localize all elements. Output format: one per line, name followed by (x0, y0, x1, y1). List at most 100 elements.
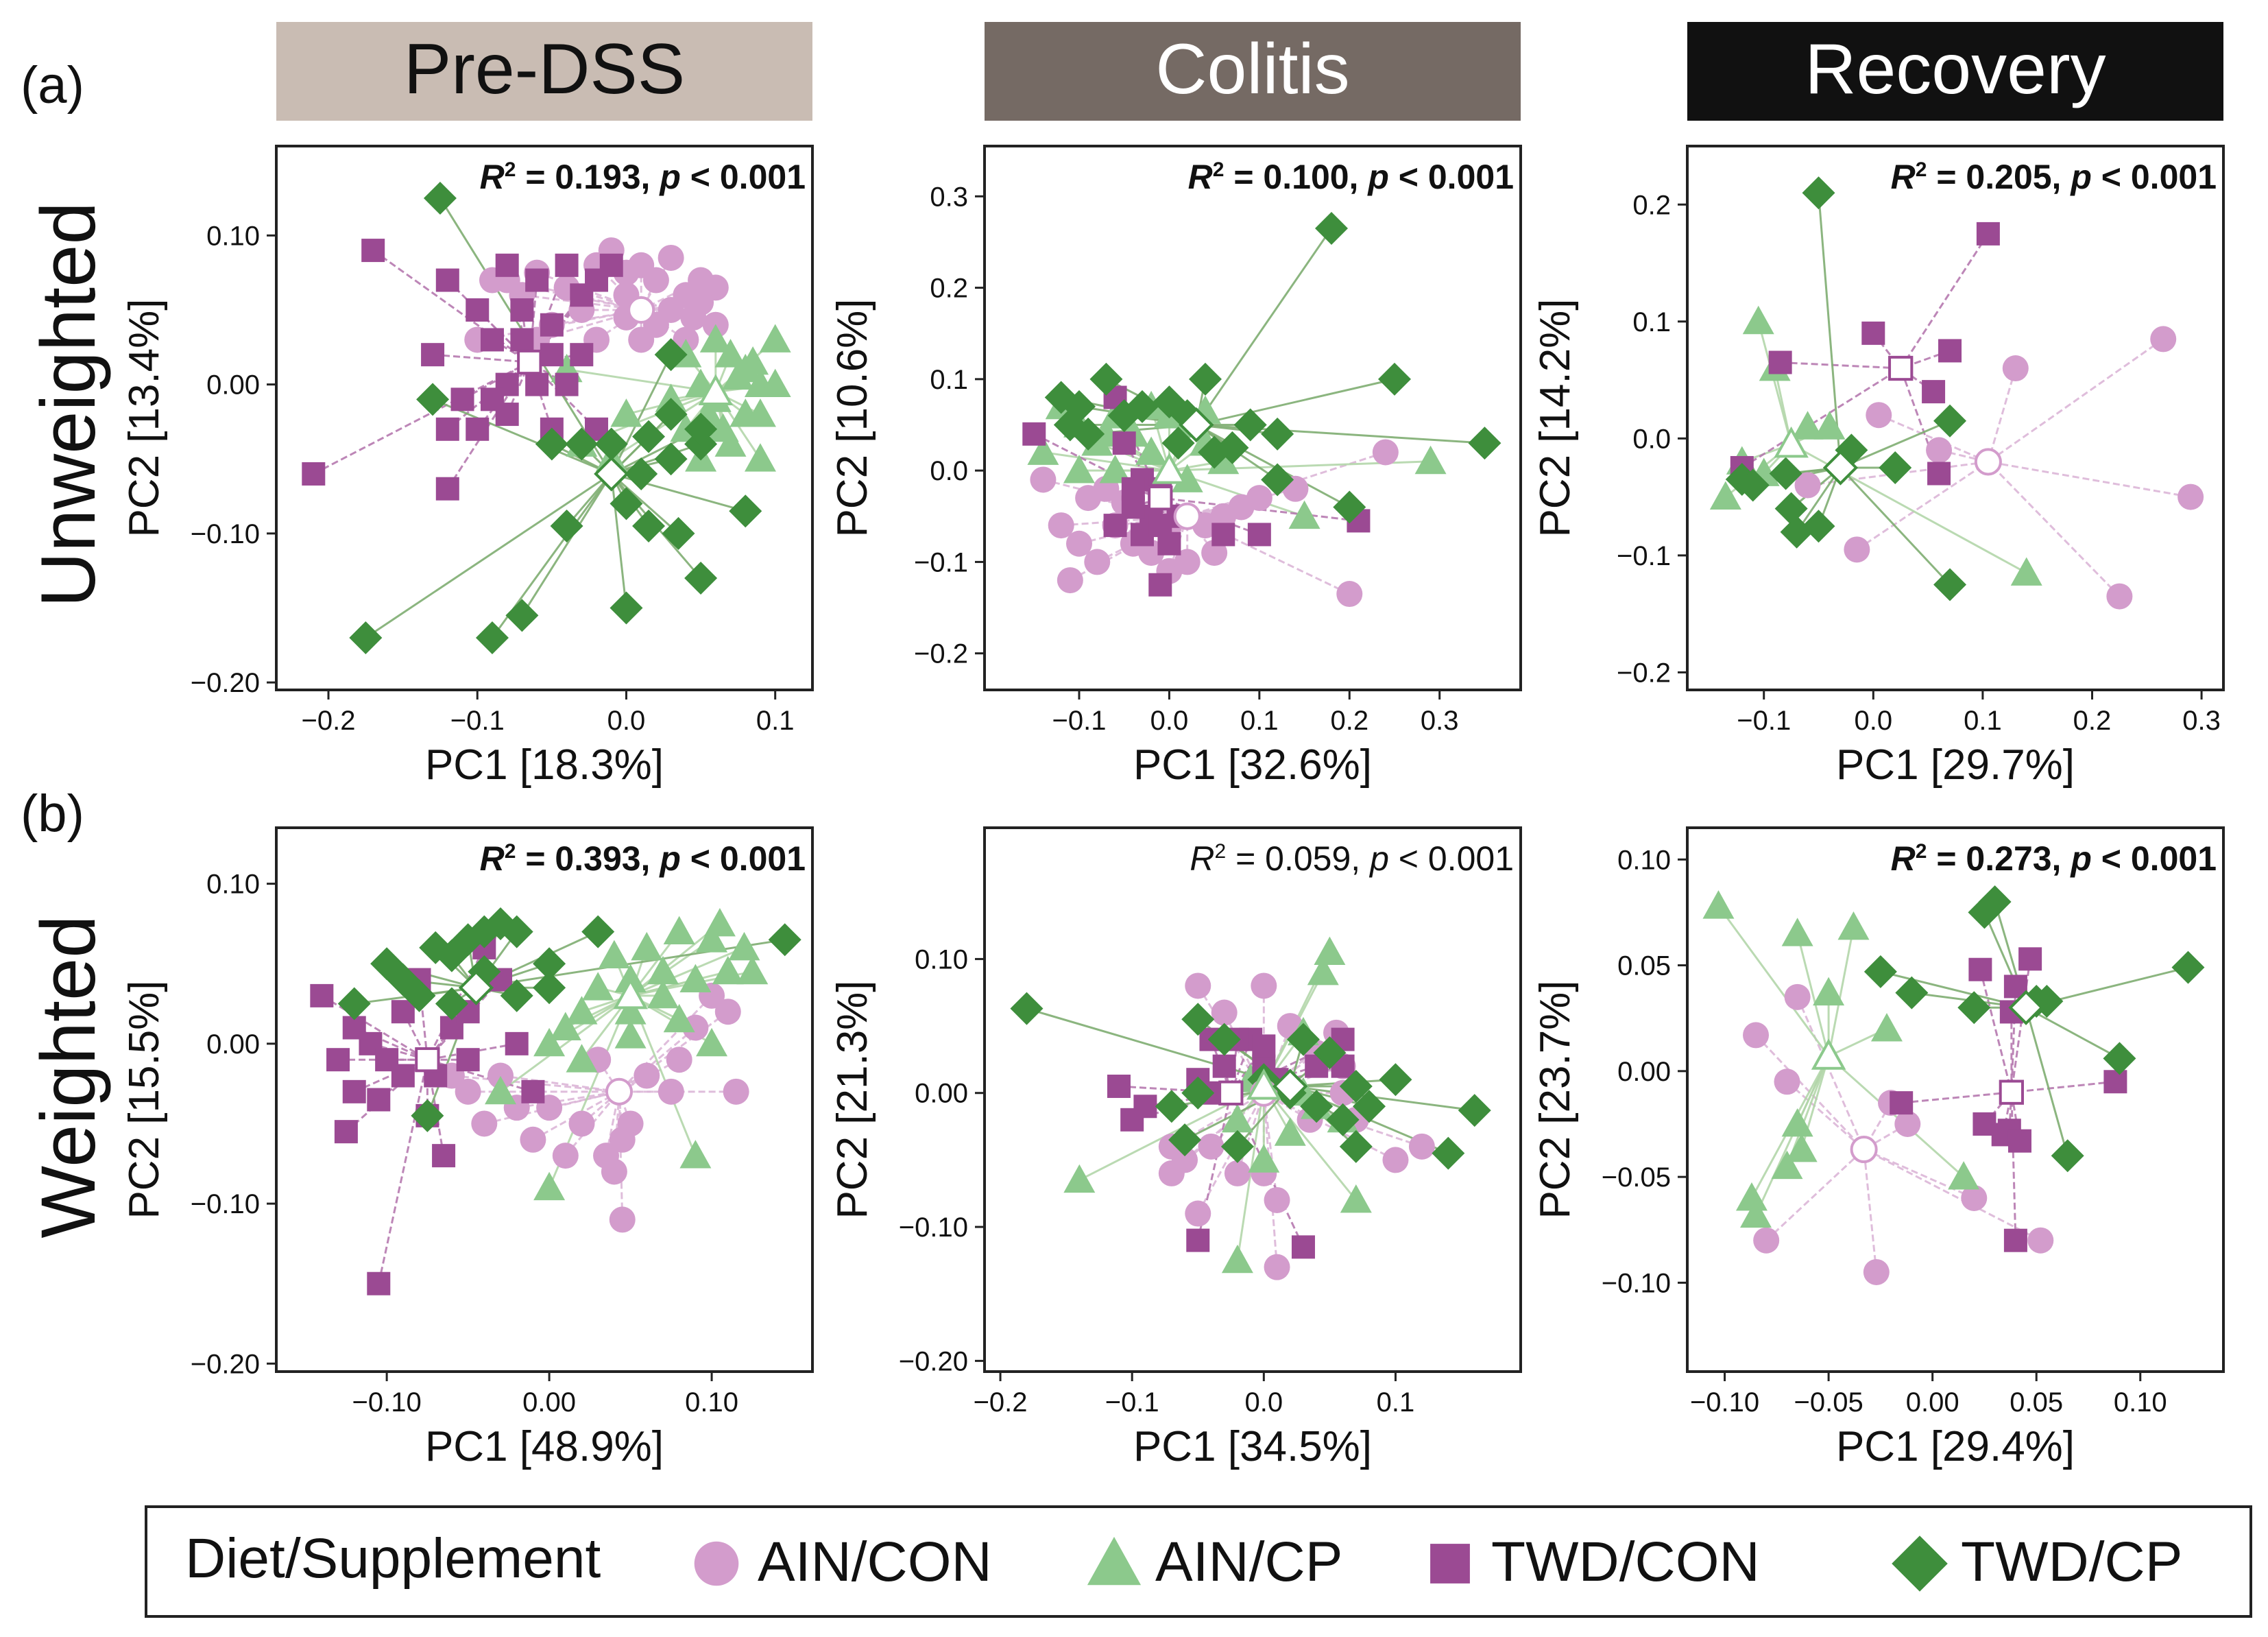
point-ain-cp (1414, 445, 1447, 475)
point-ain-con (658, 1078, 684, 1105)
centroid-twd-cp (1822, 450, 1859, 486)
centroid-twd-cp (1272, 1068, 1308, 1104)
y-tick-label: 0.0 (930, 456, 968, 486)
point-twd-cp (1957, 991, 1991, 1025)
x-tick-label: −0.1 (1052, 706, 1107, 736)
column-header-pre-dss: Pre-DSS (276, 22, 812, 121)
spider-line-ain-con (1765, 1148, 1865, 1241)
point-twd-cp (1353, 1090, 1386, 1123)
column-header-pre-dss-label: Pre-DSS (404, 29, 685, 109)
x-tick-label: −0.2 (302, 706, 356, 736)
point-twd-con (1022, 422, 1046, 446)
column-header-colitis: Colitis (985, 22, 1521, 121)
permanova-stat: R2 = 0.059, p < 0.001 (1190, 839, 1514, 878)
point-twd-con (525, 372, 549, 396)
point-twd-con (1103, 514, 1127, 538)
chart-unweighted-colitis: −0.1 0.0 0.1 0.2 0.3 −0.2 −0.1 0.0 0.1 0.2 0.3 PC1 … (829, 145, 1522, 789)
point-twd-cp (1233, 408, 1267, 442)
spider-line-twd-cp (610, 354, 672, 475)
y-tick-label: 0.0 (1632, 424, 1671, 454)
point-ain-cp (1288, 500, 1320, 529)
point-twd-cp (533, 971, 566, 1005)
point-twd-con (1976, 222, 2000, 246)
stat-r2-value: = 0.273, (1927, 839, 2071, 878)
y-axis-label: PC2 [14.2%] (1532, 298, 1579, 537)
spider-line-ain-con (1987, 368, 2017, 462)
point-ain-con (1372, 439, 1399, 466)
point-twd-con (421, 343, 445, 367)
centroid-ain-cp (1246, 1068, 1281, 1100)
spider-line-ain-con (1262, 1092, 1279, 1201)
point-ain-cp (582, 972, 614, 1001)
stat-p-symbol: p (2069, 158, 2092, 196)
point-twd-cp (1333, 490, 1366, 524)
point-ain-con (1382, 1147, 1409, 1173)
point-twd-con (1938, 339, 1962, 363)
point-twd-con (466, 417, 490, 441)
point-twd-cp (654, 338, 688, 372)
point-twd-cp (1326, 1103, 1360, 1136)
point-ain-con (658, 244, 684, 271)
centroid-ain-con (1850, 1135, 1878, 1164)
stat-r2-value: = 0.100, (1224, 158, 1368, 196)
point-twd-cp (1207, 1023, 1241, 1056)
point-ain-con (1057, 567, 1083, 594)
stat-r2-value: = 0.393, (516, 839, 660, 878)
point-ain-cp (614, 996, 647, 1025)
point-twd-cp (1010, 992, 1043, 1025)
point-twd-con (540, 313, 564, 337)
point-twd-con (1890, 1091, 1914, 1115)
chart-unweighted-recovery: −0.1 0.0 0.1 0.2 0.3 −0.2 −0.1 0.0 0.1 0.2 PC1 [29… (1532, 145, 2225, 789)
point-twd-con (555, 253, 579, 277)
spider-line-twd-con (1899, 368, 1940, 475)
point-twd-con (521, 1079, 545, 1103)
point-ain-cp (1785, 1134, 1818, 1162)
x-tick-label: 0.1 (1377, 1387, 1415, 1418)
point-ain-con (1185, 1200, 1211, 1227)
point-ain-cp (631, 931, 663, 961)
point-twd-cp (416, 383, 450, 416)
spider-line-ain-con (1786, 1081, 1865, 1151)
point-ain-con (1066, 530, 1092, 557)
legend-item-ain-cp: AIN/CP (1087, 1531, 1342, 1593)
point-ain-cp (736, 955, 769, 985)
stat-p-symbol: p (2069, 839, 2092, 878)
point-twd-cp (1126, 390, 1159, 423)
point-ain-con (1926, 437, 1953, 464)
x-tick-label: 0.10 (685, 1387, 738, 1418)
point-twd-cp (654, 442, 688, 476)
point-twd-con (361, 239, 385, 263)
point-twd-con (367, 1271, 391, 1295)
point-twd-con (310, 983, 334, 1007)
stat-r-superscript: 2 (505, 840, 516, 863)
point-twd-cp (1261, 463, 1294, 497)
centroid-ain-cp (1152, 453, 1187, 484)
point-ain-cp (759, 368, 791, 398)
legend-marker-diamond (1892, 1536, 1948, 1592)
spider-line-ain-cp (1717, 905, 1830, 1058)
point-ain-cp (2010, 557, 2042, 586)
point-twd-con (599, 253, 623, 277)
x-tick-label: 0.0 (607, 706, 646, 736)
y-tick-label: 0.2 (930, 274, 968, 304)
point-twd-cp (1736, 468, 1770, 502)
plot-area (1709, 176, 2204, 610)
point-twd-con (435, 477, 459, 501)
point-twd-con (334, 1120, 358, 1144)
point-twd-cp (1168, 1123, 1202, 1157)
legend-marker-square (1430, 1544, 1470, 1584)
point-twd-con (435, 417, 459, 441)
point-ain-cp (1735, 1182, 1768, 1211)
spider-line-ain-cp (1263, 1086, 1357, 1201)
point-ain-cp (1027, 436, 1059, 465)
point-ain-cp (1813, 411, 1846, 440)
point-ain-con (2027, 1227, 2054, 1254)
point-ain-cp (1948, 1161, 1980, 1190)
point-ain-cp (1771, 1150, 1803, 1180)
plot-area (1010, 936, 1491, 1280)
point-ain-cp (1742, 305, 1774, 335)
point-ain-cp (655, 383, 687, 412)
point-ain-cp (1340, 1184, 1372, 1213)
y-tick-label: 0.1 (930, 365, 968, 395)
point-ain-con (520, 1126, 546, 1153)
